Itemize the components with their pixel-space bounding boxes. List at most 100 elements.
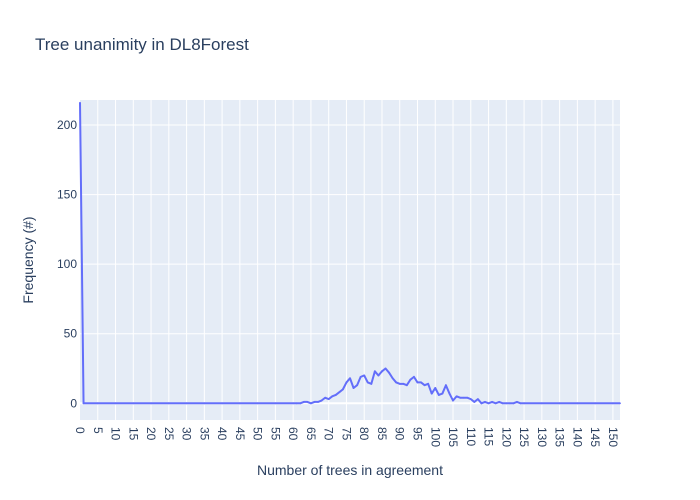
data-point	[455, 395, 458, 398]
x-tick-label: 20	[144, 427, 158, 441]
data-point	[221, 402, 224, 405]
data-point	[409, 378, 412, 381]
data-point	[274, 402, 277, 405]
x-tick-label: 105	[446, 427, 460, 447]
data-point	[334, 394, 337, 396]
data-point	[413, 375, 415, 378]
y-tick-label: 50	[64, 327, 78, 341]
x-tick-label: 145	[588, 427, 602, 447]
data-point	[445, 384, 447, 387]
data-point	[480, 402, 483, 405]
data-point	[619, 402, 621, 405]
x-tick-label: 120	[499, 427, 513, 447]
data-point	[238, 402, 241, 405]
data-point	[114, 402, 117, 405]
x-tick-label: 95	[411, 427, 425, 441]
data-point	[132, 402, 135, 405]
data-point	[398, 382, 401, 385]
data-point	[96, 402, 99, 405]
data-point	[306, 401, 309, 403]
data-point	[384, 367, 387, 370]
data-point	[448, 392, 451, 395]
y-axis-title: Frequency (#)	[20, 216, 36, 303]
data-point	[441, 392, 444, 395]
x-tick-label: 115	[482, 427, 496, 446]
data-point	[434, 387, 437, 389]
data-point	[462, 396, 465, 399]
data-point	[203, 402, 206, 405]
x-tick-label: 30	[180, 427, 194, 441]
y-tick-label: 200	[57, 118, 77, 132]
x-tick-label: 50	[251, 427, 265, 441]
data-point	[341, 388, 344, 391]
x-tick-label: 5	[91, 427, 105, 434]
data-point	[345, 381, 348, 384]
data-point	[516, 401, 518, 403]
data-point	[292, 402, 295, 405]
x-tick-label: 40	[215, 427, 229, 441]
x-tick-label: 45	[233, 427, 247, 441]
x-tick-label: 110	[464, 427, 478, 446]
data-point	[576, 402, 579, 405]
data-point	[476, 398, 479, 401]
data-point	[498, 401, 501, 403]
x-tick-label: 150	[606, 427, 620, 447]
data-point	[79, 101, 81, 104]
y-tick-label: 100	[57, 257, 77, 271]
data-point	[324, 396, 327, 399]
data-point	[523, 402, 525, 405]
x-tick-label: 55	[268, 427, 282, 441]
y-tick-label: 150	[57, 188, 77, 202]
data-point	[405, 384, 408, 387]
data-point	[505, 402, 508, 405]
data-point	[512, 402, 515, 405]
data-point	[427, 382, 430, 385]
x-tick-label: 140	[570, 427, 584, 447]
data-point	[388, 371, 390, 374]
data-point	[494, 402, 497, 405]
data-point	[391, 377, 394, 380]
data-point	[373, 370, 376, 373]
data-point	[82, 402, 85, 405]
x-tick-label: 125	[517, 427, 531, 447]
data-point	[317, 401, 319, 403]
x-tick-label: 65	[304, 427, 318, 441]
chart-title: Tree unanimity in DL8Forest	[35, 35, 249, 54]
data-point	[459, 396, 462, 399]
x-tick-label: 90	[393, 427, 407, 441]
data-point	[299, 402, 302, 405]
data-point	[437, 394, 440, 396]
data-point	[320, 399, 323, 402]
data-point	[594, 402, 597, 405]
x-tick-label: 135	[553, 427, 567, 447]
data-point	[420, 381, 422, 384]
data-point	[519, 402, 522, 405]
x-tick-label: 75	[339, 427, 353, 441]
x-axis-title: Number of trees in agreement	[257, 462, 443, 478]
series-layer	[79, 101, 621, 405]
data-point	[331, 395, 334, 398]
data-point	[327, 398, 330, 401]
data-point	[338, 391, 341, 394]
data-point	[540, 402, 543, 405]
data-point	[473, 401, 476, 403]
data-point	[558, 402, 561, 405]
data-point	[366, 381, 369, 384]
data-point	[310, 402, 312, 405]
data-point	[491, 401, 494, 403]
y-tick-label: 0	[70, 396, 77, 410]
data-point	[359, 375, 362, 378]
data-point	[416, 381, 419, 384]
data-point	[167, 402, 170, 405]
x-tick-label: 85	[375, 427, 389, 441]
x-tick-label: 80	[357, 427, 371, 441]
data-point	[377, 374, 380, 377]
data-point	[349, 377, 351, 380]
x-tick-label: 25	[162, 427, 176, 441]
data-point	[452, 399, 454, 402]
data-point	[466, 396, 469, 399]
data-point	[423, 384, 426, 387]
data-point	[150, 402, 152, 405]
x-tick-label: 10	[109, 427, 123, 441]
